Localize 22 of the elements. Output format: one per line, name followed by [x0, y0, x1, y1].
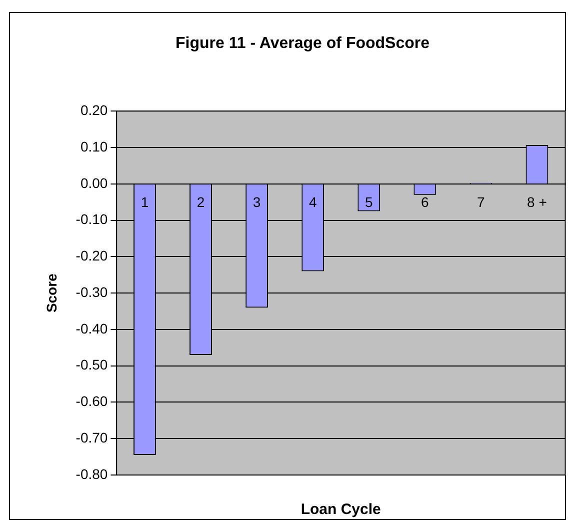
x-tick-label: 7: [477, 194, 486, 210]
y-tick-label: 0.20: [80, 102, 108, 118]
y-tick-label: 0.00: [80, 174, 108, 191]
y-tick-label: -0.60: [76, 393, 108, 410]
x-tick-label: 3: [252, 194, 261, 210]
x-tick-label: 1: [140, 194, 149, 210]
x-tick-label: 8 +: [527, 194, 547, 210]
x-tick-label: 2: [196, 194, 205, 210]
chart-title: Figure 11 - Average of FoodScore: [176, 35, 430, 52]
x-axis-title: Loan Cycle: [300, 501, 381, 518]
x-tick-label: 6: [421, 194, 430, 210]
y-tick-label: 0.10: [80, 138, 108, 154]
y-tick-label: -0.50: [76, 356, 108, 373]
x-tick-label: 5: [364, 194, 373, 210]
y-tick-label: -0.20: [76, 248, 108, 264]
x-tick-label: 4: [308, 194, 317, 210]
y-tick-label: -0.40: [76, 320, 108, 336]
y-tick-label: -0.30: [76, 284, 108, 300]
y-tick-label: -0.80: [76, 466, 108, 482]
y-tick-label: -0.10: [76, 211, 108, 228]
y-tick-label: -0.70: [76, 429, 108, 446]
y-axis-title: Score: [43, 273, 60, 313]
